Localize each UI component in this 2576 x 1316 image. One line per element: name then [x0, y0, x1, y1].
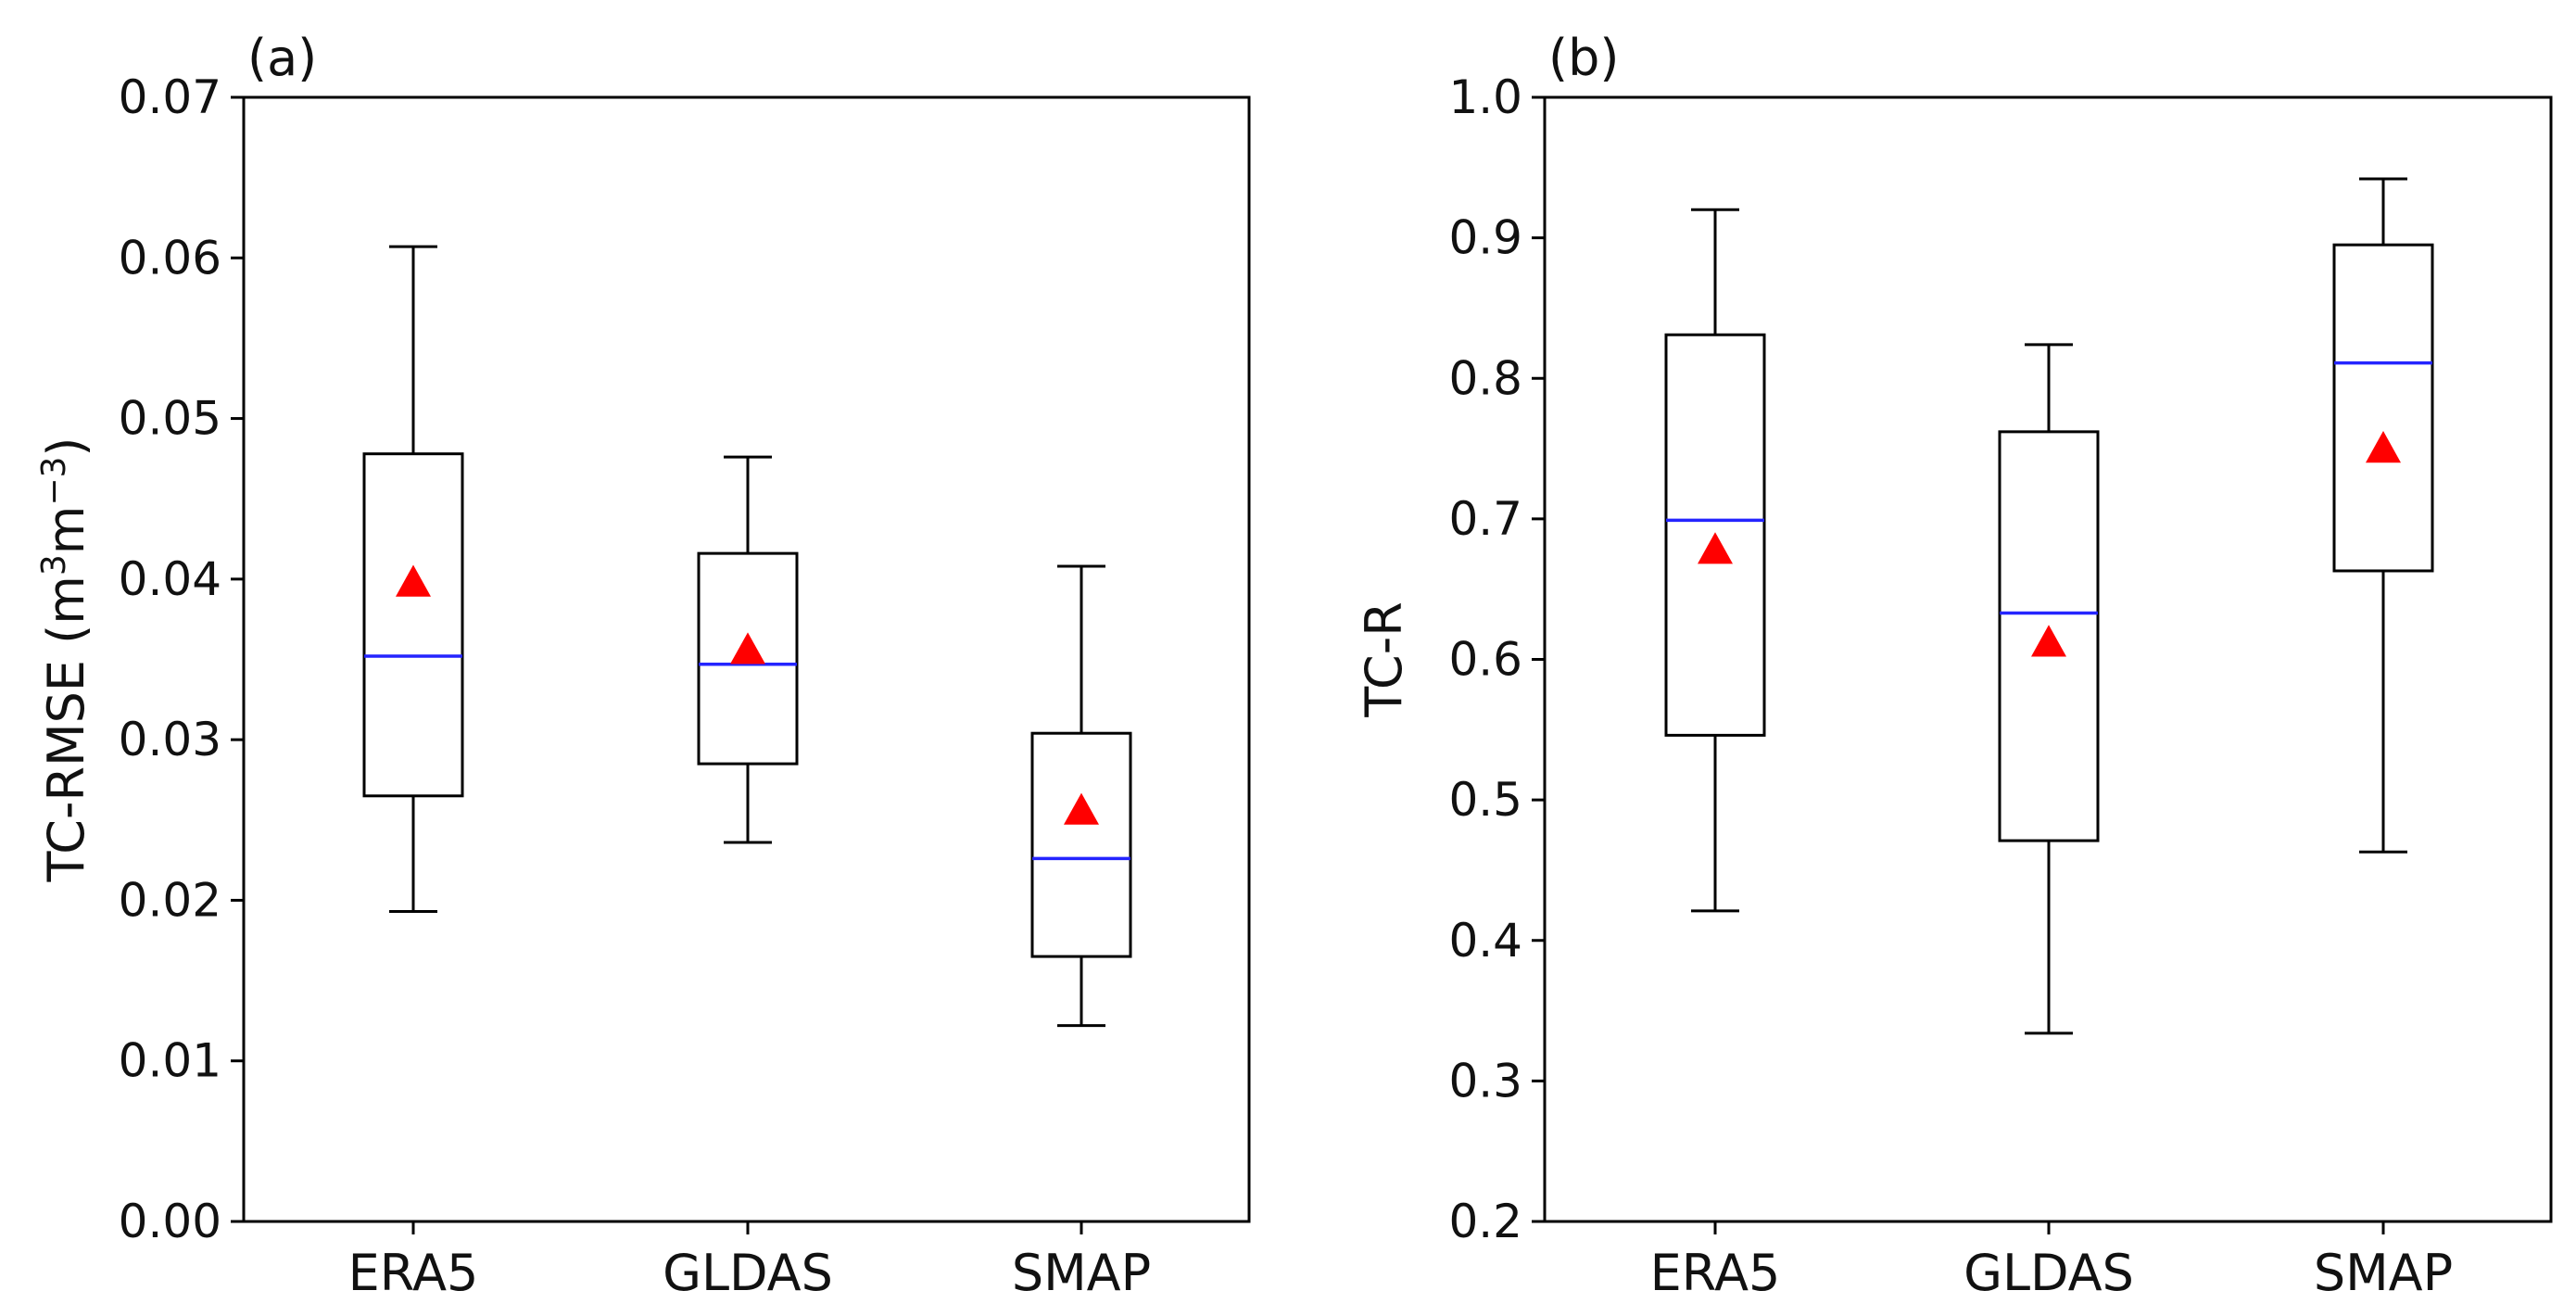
y-tick-label: 0.3 [1448, 1054, 1522, 1107]
y-tick-label: 0.4 [1448, 914, 1522, 968]
mean-marker [2031, 625, 2066, 657]
y-axis-title: TC-R [1355, 601, 1413, 718]
y-tick-label: 0.05 [119, 392, 221, 446]
x-tick-label: ERA5 [348, 1244, 479, 1302]
plot-frame [242, 95, 1251, 1223]
mean-marker [2366, 431, 2401, 463]
y-tick-label: 0.03 [119, 713, 221, 766]
box-smap [1030, 564, 1132, 1028]
y-axis-title: TC-RMSE (m3m−3) [35, 437, 96, 882]
y-tick-label: 0.6 [1448, 633, 1522, 687]
y-tick-label: 0.8 [1448, 351, 1522, 405]
x-tick-label: GLDAS [663, 1244, 833, 1302]
x-tick-label: ERA5 [1650, 1244, 1781, 1302]
mean-marker [396, 564, 431, 597]
iqr-box [697, 551, 799, 766]
box-era5 [362, 245, 464, 914]
x-tick-label: GLDAS [1964, 1244, 2134, 1302]
y-tick-label: 0.06 [119, 231, 221, 285]
y-tick-label: 0.9 [1448, 211, 1522, 265]
mean-marker [730, 632, 765, 664]
box-era5 [1664, 208, 1766, 913]
panel-label: (a) [247, 29, 317, 87]
box-smap [2332, 177, 2434, 854]
iqr-box [2332, 243, 2434, 573]
y-tick-label: 0.2 [1448, 1195, 1522, 1248]
panel-label: (b) [1548, 29, 1619, 87]
y-tick-label: 1.0 [1448, 70, 1522, 124]
iqr-box [1998, 430, 2100, 842]
iqr-box [1030, 731, 1132, 958]
y-tick-label: 0.07 [119, 70, 221, 124]
panel-a: 0.00 0.01 0.02 0.03 0.04 0.05 0.06 0.07 ERA5 GLDA… [35, 29, 1251, 1302]
y-tick-label: 0.01 [119, 1034, 221, 1088]
box-gldas [1998, 343, 2100, 1035]
mean-marker [1698, 532, 1733, 564]
iqr-box [362, 452, 464, 798]
plot-frame [1543, 95, 2553, 1223]
y-tick-label: 0.04 [119, 552, 221, 606]
box-gldas [697, 455, 799, 844]
mean-marker [1064, 792, 1099, 825]
y-tick-label: 0.02 [119, 873, 221, 927]
panel-b: 0.2 0.3 0.4 0.5 0.6 0.7 0.8 0.9 1.0 ERA5 GLDAS SMAP… [1355, 29, 2553, 1302]
x-tick-label: SMAP [2314, 1244, 2453, 1302]
y-tick-label: 0.7 [1448, 492, 1522, 546]
x-tick-label: SMAP [1012, 1244, 1151, 1302]
y-tick-label: 0.5 [1448, 773, 1522, 827]
iqr-box [1664, 333, 1766, 737]
y-tick-label: 0.00 [119, 1195, 221, 1248]
